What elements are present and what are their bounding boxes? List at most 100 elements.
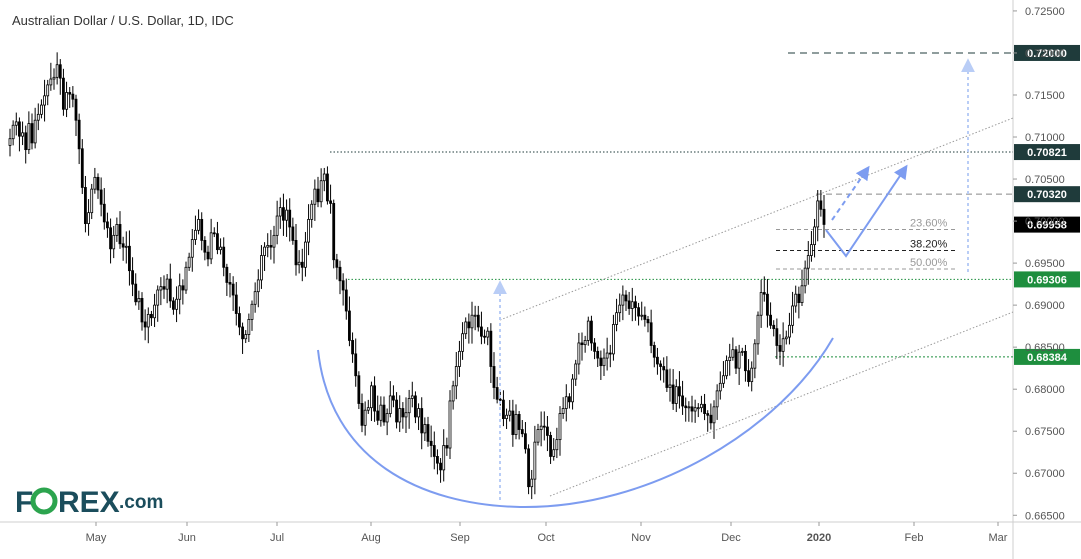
candle-body xyxy=(71,93,75,100)
candle-body xyxy=(140,298,144,323)
candle-body xyxy=(731,349,735,358)
price-tag-label: 0.69306 xyxy=(1027,274,1067,286)
candle-body xyxy=(319,180,323,203)
trend-channel xyxy=(499,117,1014,497)
candle-body xyxy=(269,245,273,248)
candle-body xyxy=(552,449,556,457)
candle-body xyxy=(410,395,414,399)
fib-label: 23.60% xyxy=(910,217,948,229)
candle-body xyxy=(282,207,285,221)
candle-body xyxy=(146,313,150,328)
candle-body xyxy=(533,441,537,480)
price-tag-label: 0.68384 xyxy=(1027,352,1068,364)
candle-body xyxy=(810,244,813,256)
candle-body xyxy=(300,261,304,268)
candle-body xyxy=(351,340,354,355)
svg-text:.com: .com xyxy=(119,492,163,513)
y-tick-label: 0.72000 xyxy=(1025,48,1065,60)
candle-body xyxy=(558,413,562,441)
candle-body xyxy=(313,188,317,205)
candle-body xyxy=(781,338,785,352)
candle-body xyxy=(266,245,270,248)
candle-body xyxy=(153,304,156,319)
candle-body xyxy=(703,403,706,414)
x-tick-label: Sep xyxy=(450,532,470,544)
candle-body xyxy=(722,375,725,384)
candle-body xyxy=(634,301,637,309)
candle-body xyxy=(172,300,175,310)
candle-body xyxy=(354,353,358,377)
candle-body xyxy=(458,350,461,367)
candle-body xyxy=(668,384,672,388)
candle-body xyxy=(630,301,634,309)
x-tick-label: Dec xyxy=(721,532,741,544)
channel-upper-line xyxy=(499,117,1014,321)
x-tick-label: 2020 xyxy=(807,532,831,544)
candle-body xyxy=(109,227,112,250)
candle-body xyxy=(759,292,763,316)
candle-body xyxy=(612,324,615,355)
svg-text:REX: REX xyxy=(58,486,120,519)
candle-body xyxy=(115,224,119,236)
candle-body xyxy=(228,282,232,285)
candle-body xyxy=(517,414,521,430)
candle-body xyxy=(514,414,518,435)
candle-body xyxy=(454,366,458,387)
candle-body xyxy=(539,425,543,430)
candle-body xyxy=(241,326,244,340)
candle-body xyxy=(326,173,329,202)
x-tick-label: Nov xyxy=(631,532,651,544)
candle-body xyxy=(231,283,235,296)
candle-body xyxy=(74,98,78,121)
candle-body xyxy=(310,203,314,220)
candle-body xyxy=(646,319,650,324)
candle-body xyxy=(190,239,194,258)
fib-label: 50.00% xyxy=(910,257,948,269)
candle-body xyxy=(470,314,474,329)
candle-body xyxy=(715,390,719,408)
candle-body xyxy=(602,357,606,367)
candle-body xyxy=(608,352,612,355)
x-axis-ticks: May Jun Jul Aug Sep Oct Nov Dec 2020 Feb Mar xyxy=(86,522,1008,544)
price-tag-label: 0.70821 xyxy=(1027,147,1067,159)
candle-body xyxy=(803,267,807,287)
candle-body xyxy=(212,232,216,235)
candle-body xyxy=(162,286,166,290)
candle-body xyxy=(385,413,389,423)
candle-body xyxy=(791,305,794,326)
price-tag-label: 0.69958 xyxy=(1027,220,1067,232)
price-level-lines xyxy=(330,52,1013,358)
candle-body xyxy=(546,426,549,436)
candle-body xyxy=(168,278,172,302)
candle-body xyxy=(344,289,348,312)
candle-body xyxy=(555,439,559,451)
x-tick-label: Jun xyxy=(178,532,196,544)
candle-body xyxy=(335,259,339,268)
candle-body xyxy=(621,294,625,306)
chart-title: Australian Dollar / U.S. Dollar, 1D, IDC xyxy=(12,13,234,28)
candle-body xyxy=(225,266,229,283)
candle-body xyxy=(121,243,125,248)
candle-body xyxy=(90,188,94,214)
candle-body xyxy=(511,410,515,435)
candle-body xyxy=(693,407,697,412)
x-tick-label: Aug xyxy=(361,532,381,544)
candle-body xyxy=(40,104,43,115)
candle-body xyxy=(304,241,307,268)
price-tag-label: 0.72000 xyxy=(1027,48,1067,60)
candle-body xyxy=(366,407,370,411)
candle-body xyxy=(11,124,15,140)
candle-body xyxy=(206,251,210,260)
candle-body xyxy=(373,385,376,412)
candle-body xyxy=(52,76,56,80)
candle-body xyxy=(728,356,732,362)
candle-body xyxy=(43,95,46,106)
candle-body xyxy=(476,314,480,328)
candle-body xyxy=(197,218,200,231)
candle-body xyxy=(357,375,361,404)
candle-body xyxy=(709,414,713,424)
candle-body xyxy=(564,396,568,409)
candle-body xyxy=(806,255,810,269)
candle-body xyxy=(99,189,103,205)
